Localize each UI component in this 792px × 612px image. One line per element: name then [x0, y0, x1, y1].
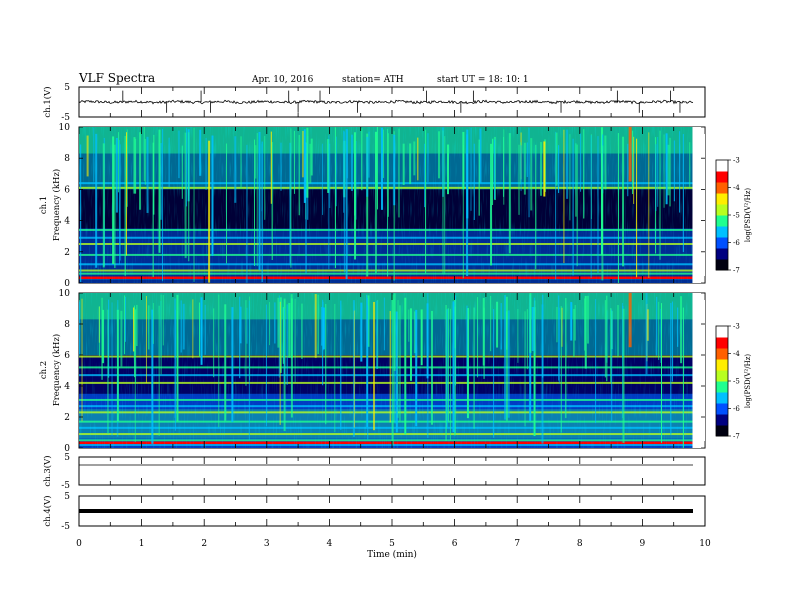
ch1-spectrogram-noise	[79, 127, 693, 283]
colorbar-swatch	[716, 204, 728, 216]
ch3-ytick-bottom: -5	[61, 481, 70, 491]
ch1-spectrogram-yaxis: 0 2 4 6 8 10	[59, 123, 705, 289]
xtick-label: 3	[264, 539, 270, 549]
colorbar-swatch	[716, 337, 728, 349]
colorbar-tick-label: -3	[733, 157, 740, 165]
colorbar-tick-label: -6	[733, 405, 740, 413]
ch4-ytick-bottom: -5	[61, 522, 70, 532]
ch2-colorbar: -3 -4 -5 -6 -7 log(PSD(V²/Hz)	[715, 323, 752, 441]
ch1-spectrogram-panel: 0 2 4 6 8 10 ch.1 Frequency (kHz)	[39, 123, 706, 289]
colorbar-swatch	[716, 348, 728, 360]
ch1-colorbar-ticks: -3 -4 -5 -6 -7	[728, 157, 740, 275]
ch1-colorbar-label: log(PSD(V²/Hz)	[744, 188, 752, 243]
colorbar-swatch	[716, 403, 728, 415]
colorbar-tick-label: -4	[733, 184, 740, 192]
colorbar-swatch	[716, 381, 728, 393]
ytick-label: 10	[59, 123, 71, 133]
ytick-label: 4	[64, 217, 70, 227]
ytick-label: 8	[64, 320, 70, 330]
colorbar-tick-label: -7	[733, 267, 740, 275]
ytick-label: 6	[64, 351, 70, 361]
ch1-colorbar: -3 -4 -5 -6 -7 log(PSD(V²/Hz)	[715, 157, 752, 275]
ch2-spectrogram-panel: 0 2 4 6 8 10 ch.2 Frequency (kHz)	[39, 289, 706, 454]
colorbar-swatch	[716, 425, 728, 437]
date-label: Apr. 10, 2016	[251, 75, 314, 85]
ch2-spectrogram-yaxis: 0 2 4 6 8 10	[59, 289, 705, 454]
ch1-ytick-bottom: -5	[61, 113, 70, 123]
colorbar-swatch	[716, 259, 728, 271]
ch4-ytick-top: 5	[64, 492, 70, 502]
no-data-region	[692, 293, 705, 448]
colorbar-swatch	[716, 171, 728, 183]
ch1-waveform-trace	[78, 99, 694, 105]
ch3-ytick-top: 5	[64, 453, 70, 463]
ch1-waveform-ylabel: ch.1(V)	[42, 86, 53, 117]
colorbar-swatch	[716, 248, 728, 260]
xtick-label: 7	[514, 539, 520, 549]
ch1-colorbar-swatches	[716, 160, 728, 271]
xtick-label: 5	[389, 539, 395, 549]
xtick-label: 0	[76, 539, 82, 549]
time-axis-title: Time (min)	[367, 549, 417, 560]
colorbar-tick-label: -5	[733, 212, 740, 220]
colorbar-tick-label: -4	[733, 350, 740, 358]
figure-title: VLF Spectra	[78, 71, 155, 85]
colorbar-swatch	[716, 414, 728, 426]
time-axis-labels: 0 1 2 3 4 5 6 7 8 9 10	[76, 539, 711, 549]
ytick-label: 8	[64, 154, 70, 164]
colorbar-tick-label: -7	[733, 433, 740, 441]
ch2-colorbar-swatches	[716, 326, 728, 437]
colorbar-swatch	[716, 160, 728, 172]
colorbar-tick-label: -5	[733, 378, 740, 386]
colorbar-swatch	[716, 370, 728, 382]
station-label: station= ATH	[342, 75, 404, 85]
ch2-colorbar-label: log(PSD(V²/Hz)	[744, 354, 752, 409]
colorbar-swatch	[716, 215, 728, 227]
start-time-label: start UT = 18: 10: 1	[437, 75, 529, 85]
colorbar-swatch	[716, 182, 728, 194]
ytick-label: 2	[64, 413, 70, 423]
xtick-label: 2	[201, 539, 207, 549]
ch1-spectrogram-ylabel-channel: ch.1	[39, 196, 49, 214]
ch1-ytick-top: 5	[64, 83, 70, 93]
ytick-label: 6	[64, 185, 70, 195]
ytick-label: 10	[59, 289, 71, 299]
xtick-label: 1	[139, 539, 145, 549]
ytick-label: 0	[64, 444, 70, 454]
colorbar-swatch	[716, 237, 728, 249]
xtick-label: 9	[640, 539, 646, 549]
ch2-colorbar-ticks: -3 -4 -5 -6 -7	[728, 323, 740, 441]
colorbar-swatch	[716, 359, 728, 371]
xtick-label: 8	[577, 539, 583, 549]
colorbar-tick-label: -3	[733, 323, 740, 331]
ch1-spectrogram-ylabel-frequency: Frequency (kHz)	[51, 169, 62, 241]
colorbar-swatch	[716, 326, 728, 338]
colorbar-swatch	[716, 193, 728, 205]
xtick-label: 10	[699, 539, 711, 549]
xtick-label: 4	[327, 539, 333, 549]
colorbar-tick-label: -6	[733, 239, 740, 247]
ytick-label: 0	[64, 279, 70, 289]
ytick-label: 2	[64, 248, 70, 258]
colorbar-swatch	[716, 392, 728, 404]
ch3-waveform-ylabel: ch.3(V)	[42, 455, 53, 486]
time-axis-ticks	[78, 87, 706, 526]
no-data-region	[692, 127, 705, 283]
ch2-spectrogram-ylabel-frequency: Frequency (kHz)	[51, 334, 62, 406]
xtick-label: 6	[452, 539, 458, 549]
ch4-waveform-trace	[79, 509, 693, 513]
ytick-label: 4	[64, 382, 70, 392]
colorbar-swatch	[716, 226, 728, 238]
ch4-waveform-ylabel: ch.4(V)	[42, 495, 53, 526]
ch2-spectrogram-noise	[79, 293, 693, 448]
ch1-spike-marks	[122, 90, 681, 113]
ch2-spectrogram-ylabel-channel: ch.2	[39, 361, 49, 379]
